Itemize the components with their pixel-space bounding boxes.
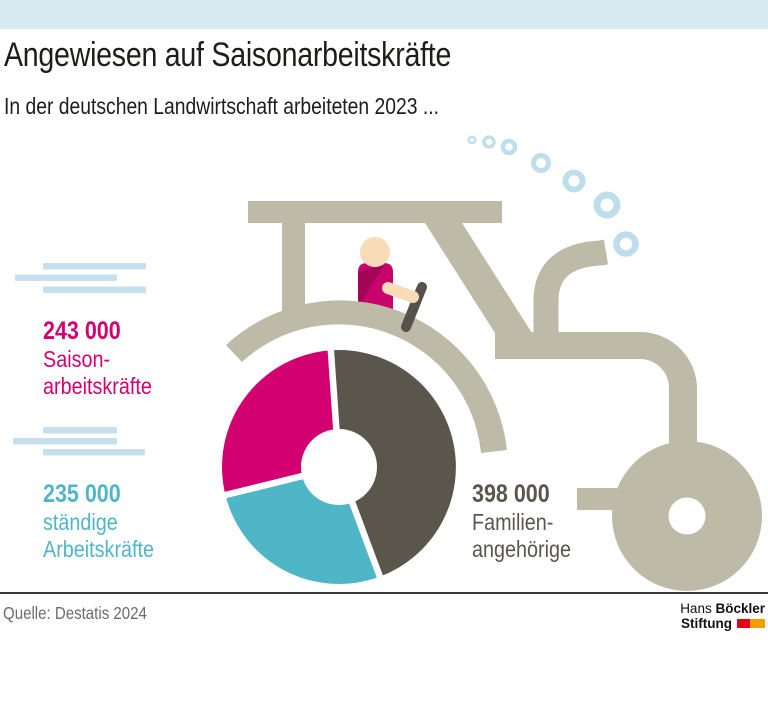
top-accent-bar [0, 0, 768, 29]
value-familienangehoerige: 398 000 [472, 480, 550, 508]
hans-boeckler-stiftung-logo: Hans Böckler Stiftung [680, 601, 765, 631]
logo-hans: Hans [680, 601, 712, 616]
label-line: Saison- [43, 346, 111, 372]
speed-lines-upper [15, 263, 146, 293]
exhaust-pipe [533, 239, 609, 342]
logo-red-square [737, 619, 750, 628]
smoke-ring [500, 138, 518, 156]
logo-orange-square [750, 619, 765, 628]
footer-divider [0, 592, 768, 594]
cab-rear-pillar [282, 223, 305, 320]
rear-wheel-pie-chart [222, 348, 456, 584]
smoke-ring [482, 135, 496, 149]
page-subtitle: In der deutschen Landwirtschaft arbeitet… [4, 93, 439, 119]
rear-wheel-hub [301, 429, 377, 505]
logo-line1: Hans Böckler [680, 601, 765, 616]
smoke-ring [531, 153, 551, 173]
smoke-ring [593, 191, 621, 219]
smoke-rings [467, 135, 639, 257]
driver-torso-shadow [358, 265, 384, 308]
speed-lines-lower [13, 427, 145, 456]
driver-arm [382, 282, 419, 303]
front-axle [577, 488, 617, 510]
driver-head [360, 237, 390, 267]
label-line: Familien- [472, 509, 554, 535]
rear-fender [226, 300, 507, 453]
label-saisonarbeitskraefte: 243 000 Saison- arbeitskräfte [43, 316, 152, 400]
label-line: arbeitskräfte [43, 373, 152, 399]
label-line: ständige [43, 509, 118, 535]
front-wheel-hub [668, 497, 706, 535]
smoke-ring [467, 135, 477, 145]
label-staendige-arbeitskraefte: 235 000 ständige Arbeitskräfte [43, 479, 154, 563]
tractor-body [226, 201, 762, 591]
logo-line2: Stiftung [680, 616, 765, 631]
source-note: Quelle: Destatis 2024 [3, 603, 147, 623]
value-staendige-arbeitskraefte: 235 000 [43, 480, 121, 508]
logo-boeckler: Böckler [715, 601, 765, 616]
value-saisonarbeitskraefte: 243 000 [43, 317, 121, 345]
logo-stiftung: Stiftung [681, 616, 732, 631]
page-title: Angewiesen auf Saisonarbeitskräfte [4, 36, 452, 74]
label-line: angehörige [472, 536, 571, 562]
label-line: Arbeitskräfte [43, 536, 155, 562]
cab-windshield-pillar [425, 223, 532, 333]
smoke-ring [613, 231, 639, 257]
cab-roof [248, 201, 502, 223]
steering-lever [401, 282, 427, 332]
label-familienangehoerige: 398 000 Familien- angehörige [472, 479, 571, 563]
smoke-ring [562, 169, 586, 193]
